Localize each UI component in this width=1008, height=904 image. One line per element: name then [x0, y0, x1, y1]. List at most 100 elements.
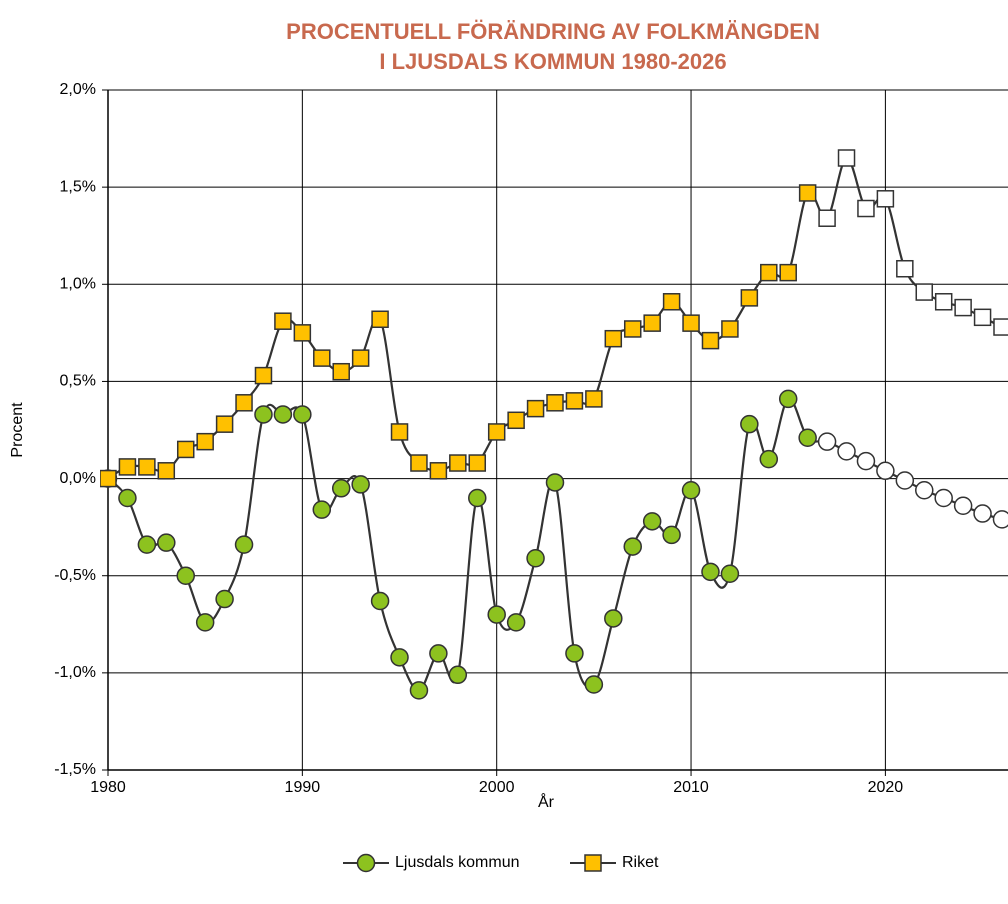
- y-tick-label: 0,5%: [60, 373, 96, 390]
- data-point: [332, 362, 350, 381]
- data-point: [643, 314, 661, 332]
- x-tick-label: 2000: [479, 779, 515, 796]
- y-tick-label: -1,5%: [54, 761, 96, 778]
- data-point: [157, 462, 176, 480]
- data-point: [759, 449, 779, 469]
- data-point: [468, 454, 487, 472]
- data-point: [410, 454, 428, 472]
- data-point: [585, 390, 603, 408]
- y-tick-label: 1,5%: [60, 178, 96, 195]
- data-point: [526, 548, 545, 568]
- data-point: [993, 318, 1008, 336]
- data-point: [760, 263, 778, 282]
- data-point: [740, 414, 759, 434]
- data-point: [351, 475, 370, 494]
- data-point: [642, 512, 662, 531]
- data-point: [195, 613, 215, 632]
- plot-area: [100, 149, 1008, 700]
- data-point: [953, 496, 973, 516]
- data-point: [721, 320, 739, 338]
- data-point: [973, 308, 992, 327]
- data-point: [915, 480, 934, 500]
- y-tick-label: -0,5%: [54, 567, 96, 584]
- data-point: [526, 399, 545, 418]
- data-point: [274, 312, 292, 330]
- legend-marker: [584, 854, 602, 872]
- data-point: [798, 184, 817, 202]
- data-point: [118, 458, 137, 476]
- y-tick-label: 1,0%: [60, 276, 96, 293]
- data-point: [312, 500, 332, 519]
- data-point: [429, 644, 448, 663]
- data-point: [176, 440, 195, 459]
- data-point: [351, 349, 370, 367]
- data-point: [856, 451, 876, 471]
- data-point: [545, 473, 565, 492]
- data-point: [954, 298, 972, 317]
- data-point: [215, 415, 234, 433]
- x-axis-label: År: [538, 792, 555, 811]
- data-point: [876, 190, 895, 208]
- data-point: [818, 209, 836, 227]
- data-point: [720, 564, 740, 584]
- legend-marker: [356, 853, 376, 873]
- legend-label: Riket: [622, 854, 659, 871]
- legend: Ljusdals kommun Riket: [343, 853, 659, 873]
- data-point: [701, 562, 720, 582]
- data-point: [138, 458, 156, 476]
- x-tick-label: 2010: [673, 779, 709, 796]
- data-point: [137, 535, 157, 554]
- data-point: [157, 533, 176, 552]
- y-tick-label: 2,0%: [60, 81, 96, 98]
- x-tick-label: 2020: [868, 779, 904, 796]
- chart-title: PROCENTUELL FÖRÄNDRING AV FOLKMÄNGDEN: [286, 19, 820, 44]
- data-point: [196, 432, 214, 451]
- data-point: [701, 331, 720, 350]
- data-point: [857, 199, 875, 218]
- data-point: [468, 488, 487, 508]
- data-point: [273, 405, 293, 424]
- grid: [102, 89, 1008, 776]
- data-point: [234, 535, 254, 554]
- data-point: [429, 462, 448, 480]
- data-point: [390, 423, 409, 441]
- x-tick-label: 1980: [90, 779, 126, 796]
- data-point: [681, 480, 701, 500]
- data-point: [837, 442, 856, 461]
- data-point: [604, 329, 623, 348]
- data-point: [973, 504, 992, 523]
- data-point: [876, 461, 895, 481]
- data-point: [100, 469, 117, 488]
- y-tick-label: -1,0%: [54, 664, 96, 681]
- data-point: [915, 283, 934, 301]
- data-point: [118, 488, 137, 508]
- y-tick-label: 0,0%: [60, 470, 96, 487]
- data-point: [584, 675, 604, 694]
- data-point: [623, 320, 642, 338]
- data-point: [506, 613, 526, 632]
- data-point: [293, 324, 312, 342]
- data-point: [313, 349, 331, 367]
- data-point: [740, 289, 759, 307]
- data-point: [390, 648, 409, 667]
- chart-title: I LJUSDALS KOMMUN 1980-2026: [379, 49, 726, 74]
- data-point: [895, 471, 915, 490]
- data-point: [331, 479, 351, 498]
- y-axis-label: Procent: [9, 402, 26, 458]
- data-point: [215, 589, 234, 609]
- data-point: [546, 394, 564, 412]
- data-point: [778, 389, 798, 409]
- data-point: [992, 510, 1008, 529]
- data-point: [896, 259, 914, 278]
- data-point: [837, 149, 856, 167]
- data-point: [487, 423, 506, 441]
- data-point: [507, 411, 525, 430]
- data-point: [487, 605, 506, 624]
- data-point: [779, 263, 797, 282]
- data-point: [254, 366, 273, 385]
- legend-label: Ljusdals kommun: [395, 854, 520, 871]
- data-point: [798, 428, 817, 448]
- data-point: [293, 405, 312, 424]
- data-point: [604, 609, 623, 628]
